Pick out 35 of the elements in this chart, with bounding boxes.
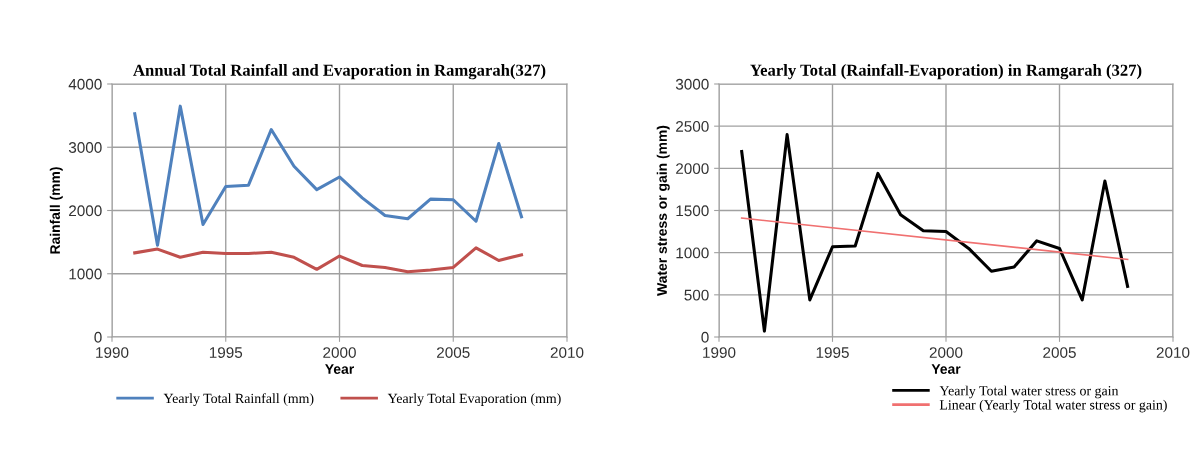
y-tick-label: 0 — [701, 331, 709, 343]
chart-title: Annual Total Rainfall and Evaporation in Ramgarah(327) — [133, 63, 546, 80]
y-tick-label: 3000 — [68, 142, 102, 153]
y-tick-label: 0 — [94, 331, 102, 343]
y-axis-title: Water stress or gain (mm) — [656, 125, 670, 296]
y-tick-label: 1000 — [69, 268, 102, 280]
x-tick-label: 1995 — [209, 347, 243, 358]
y-axis-title: Rainfall (mm) — [49, 167, 63, 254]
y-tick-label: 4000 — [68, 78, 102, 90]
x-axis-title: Year — [931, 364, 961, 374]
x-tick-label: 1995 — [816, 347, 849, 358]
legend-label: Yearly Total Evaporation (mm) — [387, 393, 561, 406]
legend-label: Linear (Yearly Total water stress or gain) — [939, 399, 1167, 413]
y-tick-label: 2000 — [676, 163, 709, 175]
line-series — [740, 133, 1130, 333]
y-tick-label: 2000 — [69, 205, 102, 217]
x-tick-label: 2000 — [929, 347, 963, 358]
line-series — [133, 246, 524, 274]
x-tick-label: 2000 — [323, 347, 356, 358]
y-tick-label: 3000 — [675, 78, 709, 90]
x-tick-label: 2010 — [550, 347, 584, 358]
x-tick-label: 2005 — [437, 347, 470, 358]
line-series — [133, 104, 524, 247]
legend-label: Yearly Total Rainfall (mm) — [163, 393, 314, 406]
x-tick-label: 1990 — [703, 347, 736, 358]
y-tick-label: 500 — [684, 289, 709, 301]
x-axis-title: Year — [325, 364, 354, 374]
y-tick-label: 2500 — [676, 121, 709, 132]
y-tick-label: 1000 — [676, 247, 709, 259]
legend-label: Yearly Total water stress or gain — [939, 385, 1119, 399]
x-tick-label: 2005 — [1043, 347, 1076, 358]
x-tick-label: 1990 — [96, 347, 129, 358]
y-tick-label: 1500 — [676, 205, 709, 217]
chart-title: Yearly Total (Rainfall-Evaporation) in Ramgarah (327) — [750, 63, 1142, 80]
x-tick-label: 2010 — [1156, 347, 1190, 358]
